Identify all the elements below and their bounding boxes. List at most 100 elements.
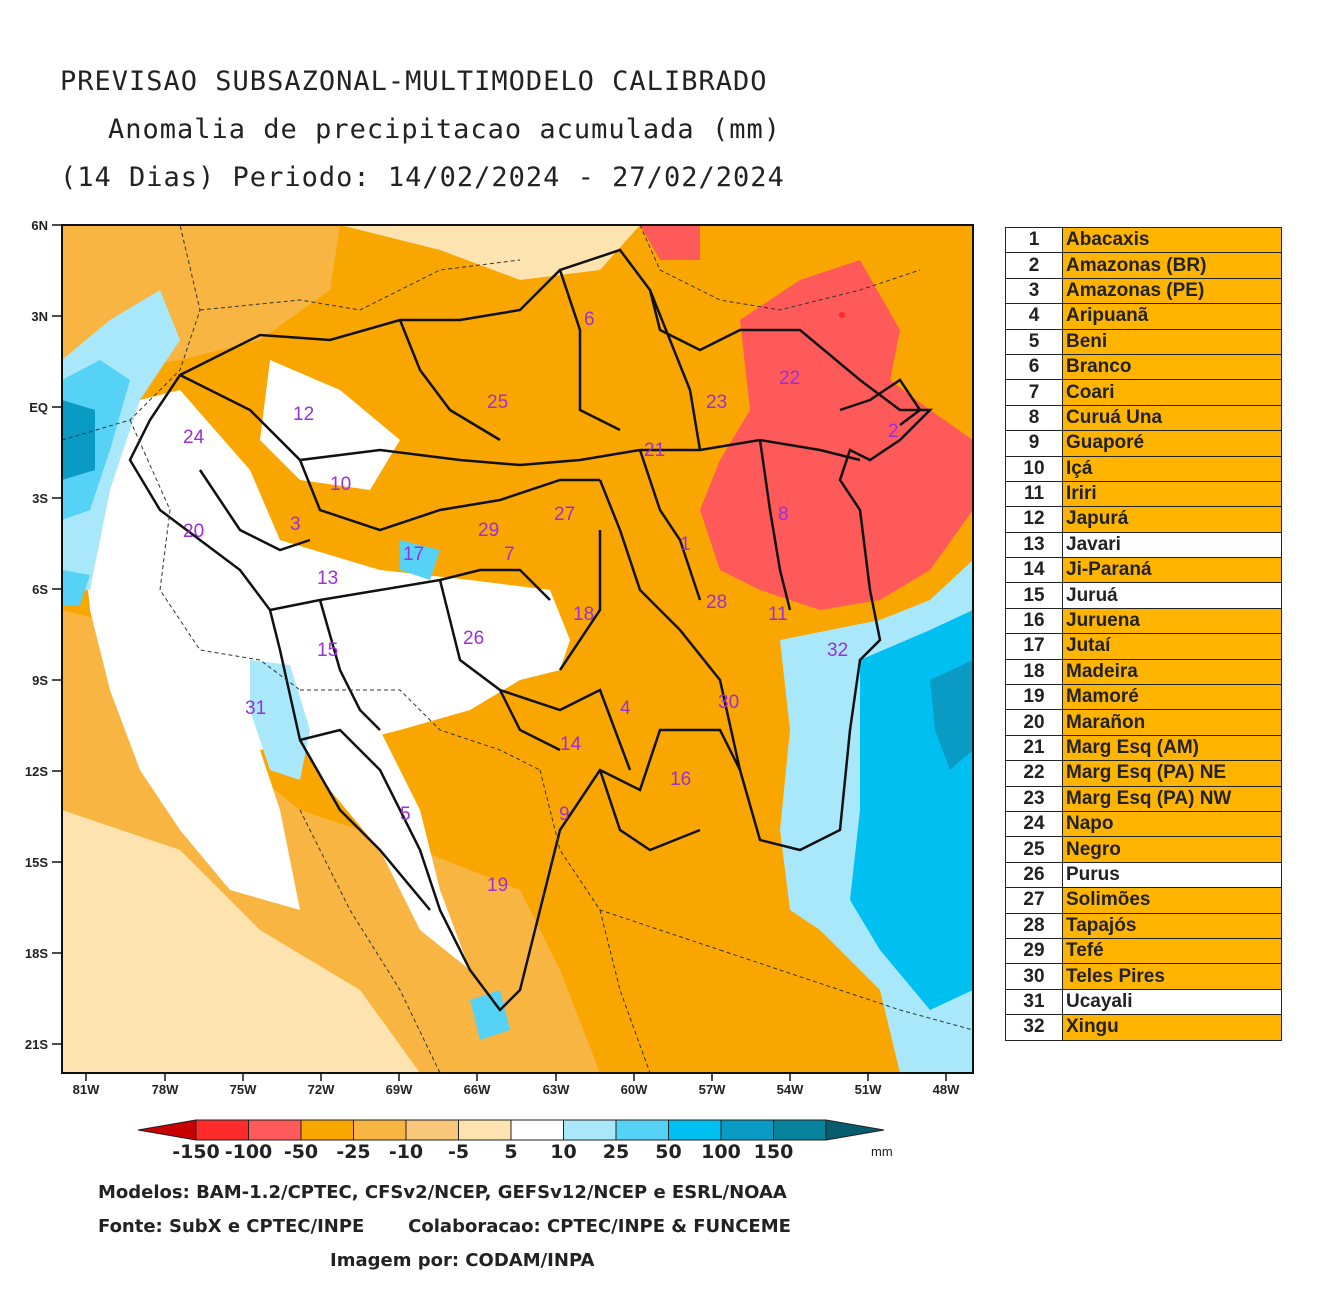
anomaly-region bbox=[62, 570, 90, 605]
colorbar-tick-label: 25 bbox=[603, 1141, 629, 1163]
colorbar bbox=[137, 1119, 885, 1141]
lon-label: 60W bbox=[621, 1082, 648, 1097]
basin-name: Teles Pires bbox=[1062, 963, 1282, 990]
colorbar-swatch bbox=[353, 1119, 407, 1141]
anomaly-region bbox=[470, 990, 510, 1040]
basin-label: 7 bbox=[504, 544, 515, 565]
colorbar-tick-label: -10 bbox=[389, 1141, 423, 1163]
basin-name: Tapajós bbox=[1062, 912, 1282, 939]
lat-label: 3N bbox=[31, 309, 48, 324]
basin-row: 32 Xingu bbox=[1005, 1014, 1282, 1041]
colorbar-tick-label: 100 bbox=[701, 1141, 741, 1163]
lat-label: 9S bbox=[32, 673, 48, 688]
basin-number: 18 bbox=[1005, 658, 1063, 686]
basin-name: Aripuanã bbox=[1062, 303, 1282, 330]
basin-name: Marg Esq (PA) NE bbox=[1062, 760, 1282, 787]
lat-label: 6N bbox=[31, 218, 48, 233]
basin-row: 29 Tefé bbox=[1005, 937, 1282, 965]
basin-label: 12 bbox=[293, 404, 314, 425]
lat-label: 21S bbox=[25, 1037, 48, 1052]
basin-name: Coari bbox=[1062, 379, 1282, 406]
anomaly-region bbox=[640, 225, 700, 260]
basin-name: Ji-Paraná bbox=[1062, 557, 1282, 584]
colorbar-swatch bbox=[773, 1119, 827, 1141]
basin-name: Marg Esq (PA) NW bbox=[1062, 785, 1282, 812]
basin-number: 14 bbox=[1005, 557, 1063, 584]
basin-name: Curuá Una bbox=[1062, 404, 1282, 432]
colorbar-arrow-low bbox=[137, 1119, 197, 1141]
basin-number: 4 bbox=[1005, 303, 1063, 330]
basin-label: 6 bbox=[584, 309, 595, 330]
lon-label: 69W bbox=[386, 1082, 413, 1097]
basin-number: 16 bbox=[1005, 607, 1063, 635]
colorbar-swatch bbox=[668, 1119, 722, 1141]
basin-number: 11 bbox=[1005, 480, 1063, 508]
basin-number: 13 bbox=[1005, 531, 1063, 559]
basin-name: Xingu bbox=[1062, 1014, 1282, 1041]
colorbar-swatch bbox=[720, 1119, 774, 1141]
basin-number: 6 bbox=[1005, 353, 1063, 381]
lon-label: 78W bbox=[152, 1082, 179, 1097]
basin-row: 19 Mamoré bbox=[1005, 684, 1282, 711]
basin-name: Solimões bbox=[1062, 887, 1282, 914]
basin-row: 16 Juruena bbox=[1005, 607, 1282, 635]
basin-row: 23 Marg Esq (PA) NW bbox=[1005, 785, 1282, 812]
longitude-ticks bbox=[85, 1073, 947, 1081]
basin-label: 27 bbox=[554, 504, 575, 525]
basin-label: 1 bbox=[680, 534, 691, 555]
longitude-axis: 81W 78W 75W 72W 69W 66W 63W 60W 57W 54W … bbox=[73, 1082, 960, 1097]
basin-number: 3 bbox=[1005, 277, 1063, 305]
basin-name: Guaporé bbox=[1062, 430, 1282, 457]
basin-row: 17 Jutaí bbox=[1005, 633, 1282, 660]
lon-label: 51W bbox=[855, 1082, 882, 1097]
colorbar-swatch bbox=[510, 1119, 564, 1141]
basin-name: Branco bbox=[1062, 353, 1282, 381]
colorbar-tick-label: 50 bbox=[655, 1141, 681, 1163]
anomaly-region bbox=[300, 730, 470, 970]
colorbar-swatch bbox=[300, 1119, 354, 1141]
basin-label: 25 bbox=[487, 392, 508, 413]
basin-label: 24 bbox=[183, 427, 205, 448]
basin-number: 21 bbox=[1005, 734, 1063, 762]
credits-source: Fonte: SubX e CPTEC/INPE Colaboracao: CP… bbox=[98, 1216, 791, 1237]
title-line-1: PREVISAO SUBSAZONAL-MULTIMODELO CALIBRAD… bbox=[60, 66, 768, 97]
basin-name: Içá bbox=[1062, 455, 1282, 482]
lat-label: 15S bbox=[25, 855, 48, 870]
basin-row: 25 Negro bbox=[1005, 836, 1282, 863]
basin-row: 4 Aripuanã bbox=[1005, 303, 1282, 330]
basin-label: 28 bbox=[706, 592, 727, 613]
title-line-2: Anomalia de precipitacao acumulada (mm) bbox=[108, 114, 781, 145]
lon-label: 75W bbox=[230, 1082, 257, 1097]
anomaly-region bbox=[62, 400, 95, 480]
basin-name: Jutaí bbox=[1062, 633, 1282, 660]
lon-label: 57W bbox=[699, 1082, 726, 1097]
basin-label: 4 bbox=[620, 698, 631, 719]
basin-number: 20 bbox=[1005, 709, 1063, 736]
basin-label: 11 bbox=[768, 604, 788, 625]
basin-label: 30 bbox=[718, 692, 739, 713]
colorbar-arrow-high bbox=[825, 1119, 885, 1141]
credits-image-by: Imagem por: CODAM/INPA bbox=[330, 1250, 595, 1271]
basin-label: 31 bbox=[245, 698, 266, 719]
basin-number: 25 bbox=[1005, 836, 1063, 863]
colorbar-swatch bbox=[563, 1119, 617, 1141]
basin-name: Marg Esq (AM) bbox=[1062, 734, 1282, 762]
basin-name: Javari bbox=[1062, 531, 1282, 559]
basin-row: 7 Coari bbox=[1005, 379, 1282, 406]
basin-number: 15 bbox=[1005, 582, 1063, 609]
colorbar-tick-label: 5 bbox=[504, 1141, 517, 1163]
basin-number: 5 bbox=[1005, 328, 1063, 355]
lat-label: 3S bbox=[32, 491, 48, 506]
basin-name: Madeira bbox=[1062, 658, 1282, 686]
colorbar-labels: -150 -100 -50 -25 -10 -5 5 10 25 50 100 150 bbox=[172, 1141, 793, 1163]
basin-row: 13 Javari bbox=[1005, 531, 1282, 559]
colorbar-tick-label: -25 bbox=[336, 1141, 370, 1163]
basin-name: Beni bbox=[1062, 328, 1282, 355]
basin-label: 3 bbox=[290, 514, 301, 535]
colorbar-tick-label: -5 bbox=[448, 1141, 469, 1163]
basin-label: 15 bbox=[317, 640, 338, 661]
basin-legend-table: 1 Abacaxis 2 Amazonas (BR) 3 Amazonas (PE) 4 Ar… bbox=[1005, 226, 1282, 1041]
basin-name: Juruena bbox=[1062, 607, 1282, 635]
lat-label: 6S bbox=[32, 582, 48, 597]
basin-name: Juruá bbox=[1062, 582, 1282, 609]
